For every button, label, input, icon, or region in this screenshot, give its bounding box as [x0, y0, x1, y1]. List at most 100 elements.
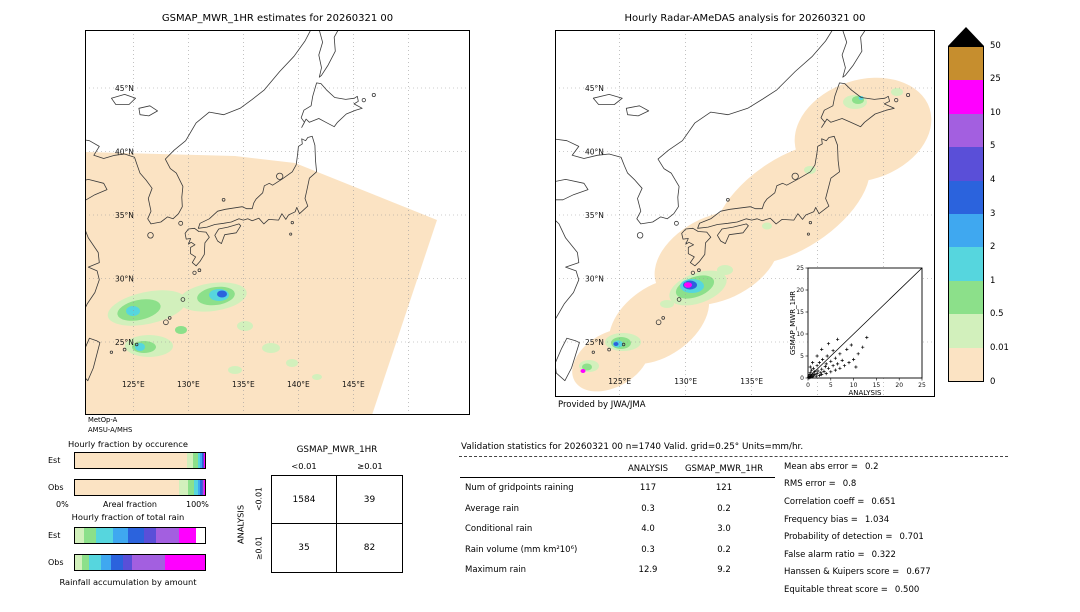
bar-segment	[201, 453, 204, 468]
colorbar-tick-label: 2	[990, 242, 996, 253]
inset-y-tick: 0	[800, 375, 804, 382]
bar-segment	[204, 480, 205, 495]
stats-header: Validation statistics for 20260321 00 n=…	[461, 442, 804, 452]
contingency-col-label-lt: <0.01	[291, 461, 317, 471]
totalrain-obs-label: Obs	[48, 558, 64, 567]
lat-tick-label: 30°N	[115, 275, 134, 284]
metric-row: False alarm ratio = 0.322	[784, 549, 896, 560]
inset-points	[806, 335, 869, 380]
inset-y-tick: 25	[796, 265, 804, 272]
colorbar-segment	[949, 347, 983, 382]
metric-row: Mean abs error = 0.2	[784, 461, 879, 472]
bar-segment	[75, 480, 179, 495]
metric-row: RMS error = 0.8	[784, 479, 857, 490]
bar-segment	[81, 555, 90, 570]
bar-segment	[200, 453, 202, 468]
left-map-title: GSMAP_MWR_1HR estimates for 20260321 00	[161, 13, 394, 24]
lon-tick-label: 135°E	[232, 380, 255, 389]
totalrain-caption: Rainfall accumulation by amount	[59, 577, 197, 587]
left-precip-shading	[85, 152, 437, 415]
colorbar-segment	[949, 214, 983, 248]
contingency-row-label-ge: ≥0.01	[254, 536, 264, 561]
lon-tick-label: 130°E	[177, 380, 200, 389]
bar-segment	[202, 480, 205, 495]
lon-tick-label: 145°E	[342, 380, 365, 389]
colorbar-segment	[949, 113, 983, 148]
inset-xlabel: ANALYSIS	[848, 389, 882, 397]
totalrain-chart-title: Hourly fraction of total rain	[71, 512, 185, 522]
lat-tick-label: 25°N	[115, 338, 134, 347]
lon-tick-label: 140°E	[287, 380, 310, 389]
stats-col-gsmap: GSMAP_MWR_1HR	[684, 464, 764, 474]
bar-segment	[164, 555, 205, 570]
bar-segment	[203, 453, 205, 468]
contingency-row-label-lt: <0.01	[254, 487, 264, 512]
stats-row: Rain volume (mm km²10⁶) 0.3 0.2	[465, 544, 731, 555]
bar-segment	[179, 480, 189, 495]
bar-segment	[188, 480, 194, 495]
bar-segment	[201, 480, 203, 495]
inset-x-tick: 0	[806, 382, 810, 389]
bar-segment	[197, 480, 201, 495]
bar-segment	[75, 453, 187, 468]
contingency-table: 1584 39 35 82	[271, 475, 403, 573]
bar-segment	[132, 555, 165, 570]
contingency-col-label-ge: ≥0.01	[357, 461, 383, 471]
occurrence-chart-title: Hourly fraction by occurence	[68, 439, 188, 449]
occurrence-est-label: Est	[48, 456, 61, 465]
bar-segment	[75, 528, 85, 543]
colorbar-tick-label: 25	[990, 74, 1001, 85]
inset-x-tick: 10	[850, 382, 858, 389]
areal-fraction-max: 100%	[186, 500, 209, 509]
stats-row: Conditional rain 4.0 3.0	[465, 524, 731, 535]
colorbar-segment	[949, 247, 983, 281]
colorbar-tick-label: 4	[990, 174, 996, 185]
coastlines	[555, 30, 911, 382]
sensor-platform: MetOp-A	[88, 416, 118, 424]
lat-tick-label: 40°N	[115, 148, 134, 157]
contingency-cell-dry-dry: 1584	[272, 476, 337, 524]
lat-tick-label: 45°N	[585, 84, 604, 93]
lon-tick-label: 135°E	[740, 377, 763, 386]
colorbar-tick-label: 10	[990, 107, 1001, 118]
bar-segment	[178, 528, 196, 543]
bar-segment	[186, 453, 194, 468]
contingency-cell-wet-dry: 35	[272, 524, 337, 572]
totalrain-bar-est	[74, 527, 206, 544]
contingency-title: GSMAP_MWR_1HR	[296, 445, 378, 455]
map-frame	[85, 30, 470, 415]
lon-tick-label: 130°E	[674, 377, 697, 386]
lat-tick-label: 35°N	[115, 211, 134, 220]
sensor-instrument: AMSU-A/MHS	[88, 425, 133, 434]
totalrain-bar-obs	[74, 554, 206, 571]
inset-y-tick: 10	[796, 331, 804, 338]
contingency-row-axis-label: ANALYSIS	[235, 504, 246, 544]
inset-y-tick: 5	[800, 353, 804, 360]
stats-metrics: Mean abs error = 0.2 RMS error = 0.8 Corre…	[784, 458, 1024, 599]
bar-segment	[111, 555, 124, 570]
bar-segment	[84, 528, 96, 543]
stats-divider	[459, 456, 1008, 457]
colorbar-tick-label: 3	[990, 208, 996, 219]
bar-segment	[193, 453, 198, 468]
bar-segment	[89, 555, 101, 570]
stats-table-header-row: ANALYSIS GSMAP_MWR_1HR	[460, 461, 775, 478]
inset-x-tick: 5	[829, 382, 833, 389]
contingency-cell-dry-wet: 39	[337, 476, 402, 524]
stats-col-analysis: ANALYSIS	[627, 464, 669, 474]
lon-tick-label: 125°E	[122, 380, 145, 389]
colorbar-tick-label: 0.01	[990, 342, 1009, 353]
colorbar	[948, 46, 984, 382]
occurrence-obs-label: Obs	[48, 483, 64, 492]
inset-ylabel: GSMAP_MWR_1HR	[789, 291, 797, 355]
colorbar-tick-label: 50	[990, 40, 1001, 51]
colorbar-segment	[949, 180, 983, 215]
map-frame	[555, 30, 935, 397]
colorbar-segment	[949, 280, 983, 315]
satellite-swath	[85, 152, 437, 415]
lat-tick-label: 35°N	[585, 211, 604, 220]
bar-segment	[112, 528, 129, 543]
colorbar-overflow-triangle	[948, 27, 984, 46]
metric-row: Probability of detection = 0.701	[784, 532, 924, 543]
